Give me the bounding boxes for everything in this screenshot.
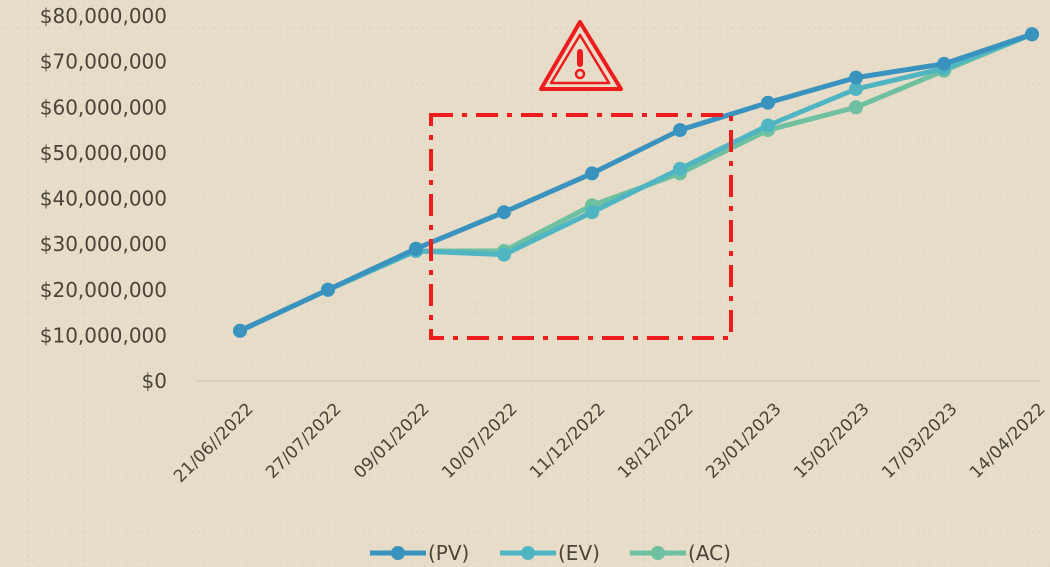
y-tick-label: $60,000,000	[40, 95, 167, 119]
x-tick-label: 09/01/2022	[350, 399, 433, 482]
data-point	[1025, 27, 1039, 42]
x-tick-label: 21/06//2022	[170, 399, 257, 486]
highlight-box	[429, 113, 733, 340]
y-tick-label: $50,000,000	[40, 141, 167, 165]
series-line	[237, 31, 1035, 334]
y-axis: $0 $10,000,000 $20,000,000 $30,000,000 $40,0…	[40, 4, 167, 393]
data-point	[497, 247, 511, 262]
legend-swatch-marker	[521, 546, 535, 560]
legend-label: (PV)	[428, 541, 469, 565]
data-point	[673, 161, 687, 176]
data-point	[849, 82, 863, 96]
x-tick-label: 23/01/2023	[702, 399, 785, 482]
data-point	[409, 241, 423, 256]
y-tick-label: $30,000,000	[40, 232, 167, 256]
data-point	[585, 205, 599, 220]
x-tick-label: 18/12/2022	[614, 399, 697, 482]
y-tick-label: $40,000,000	[40, 187, 167, 211]
data-point	[849, 70, 863, 85]
data-point	[761, 95, 775, 110]
x-tick-label: 10/07/2022	[438, 399, 521, 482]
legend-label: (EV)	[558, 541, 600, 565]
x-tick-label: 14/04/2022	[966, 399, 1049, 482]
data-point	[761, 118, 775, 133]
data-point	[497, 205, 511, 220]
legend-swatch-marker	[651, 546, 665, 560]
series-ev	[233, 27, 1039, 338]
data-point	[585, 166, 599, 181]
x-tick-label: 11/12/2022	[526, 399, 609, 482]
y-tick-label: $10,000,000	[40, 323, 167, 347]
y-tick-label: $70,000,000	[40, 50, 167, 74]
legend-label: (AC)	[688, 541, 731, 565]
data-point	[321, 282, 335, 297]
legend-item: (PV)	[370, 541, 469, 565]
series-line	[237, 31, 1035, 334]
legend: (PV) (EV) (AC)	[370, 541, 731, 565]
y-tick-label: $80,000,000	[40, 4, 167, 28]
series-layer	[233, 27, 1039, 338]
data-point	[849, 100, 863, 115]
data-point	[233, 323, 247, 338]
data-point	[673, 123, 687, 138]
series-line	[237, 31, 1035, 334]
x-axis: 21/06//2022 27/07/2022 09/01/2022 10/07/202…	[170, 399, 1049, 486]
legend-swatch-marker	[391, 546, 405, 560]
y-tick-label: $0	[142, 369, 167, 393]
x-tick-label: 27/07/2022	[262, 399, 345, 482]
x-tick-label: 17/03/2023	[878, 399, 961, 482]
legend-item: (AC)	[630, 541, 731, 565]
data-point	[937, 56, 951, 71]
legend-item: (EV)	[500, 541, 600, 565]
x-tick-label: 15/02/2023	[790, 399, 873, 482]
series-pv	[233, 27, 1039, 338]
warning-triangle-icon	[539, 20, 623, 91]
y-tick-label: $20,000,000	[40, 278, 167, 302]
